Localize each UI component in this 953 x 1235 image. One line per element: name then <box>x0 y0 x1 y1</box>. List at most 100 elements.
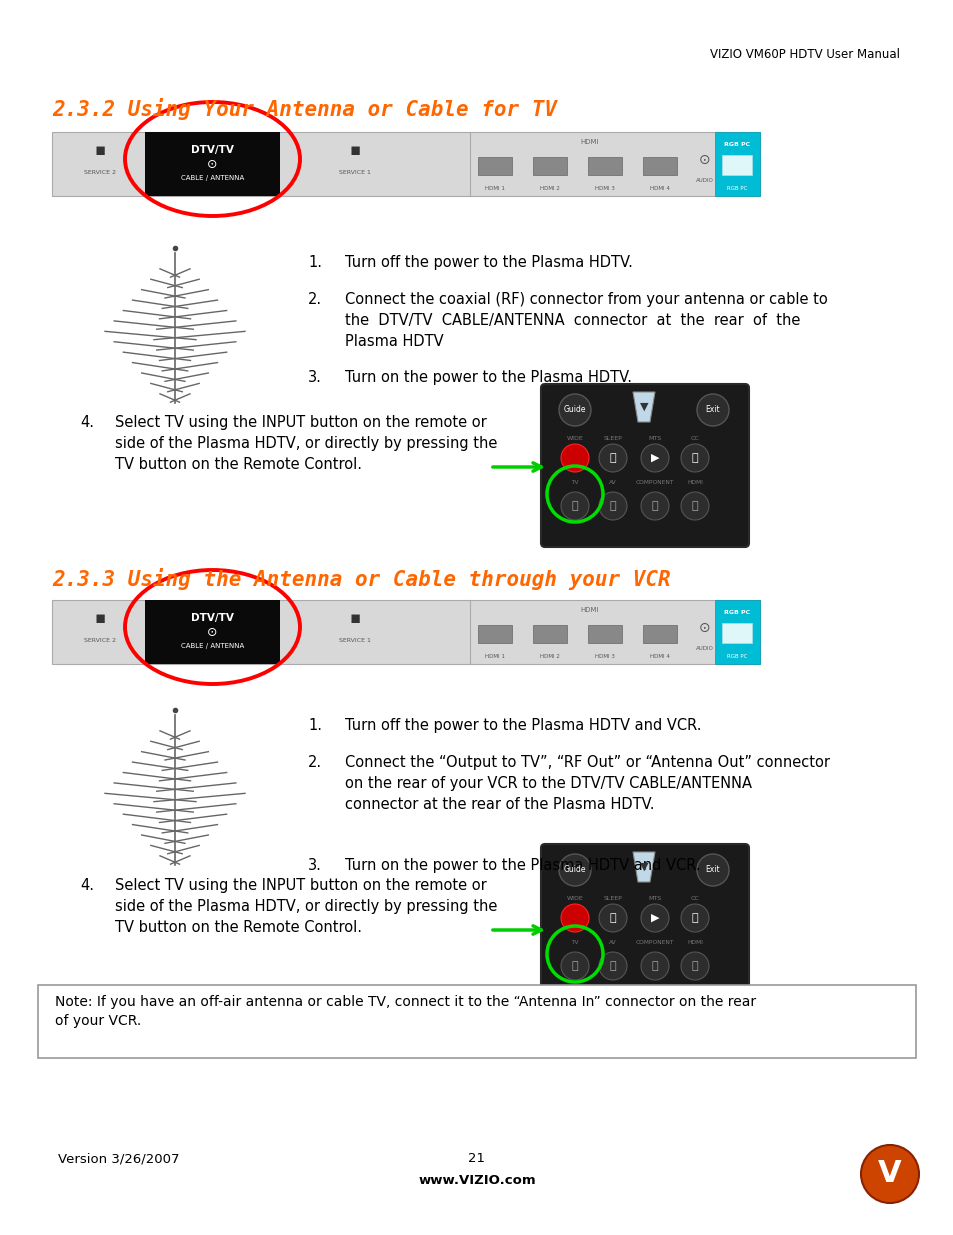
Text: Connect the “Output to TV”, “RF Out” or “Antenna Out” connector
on the rear of y: Connect the “Output to TV”, “RF Out” or … <box>345 755 829 811</box>
Text: Guide: Guide <box>563 405 586 415</box>
Text: RGB PC: RGB PC <box>723 610 749 615</box>
Text: ▶: ▶ <box>650 913 659 923</box>
Text: ⏸: ⏸ <box>609 913 616 923</box>
FancyBboxPatch shape <box>145 132 280 196</box>
Text: Turn on the power to the Plasma HDTV.: Turn on the power to the Plasma HDTV. <box>345 370 631 385</box>
Text: ▼: ▼ <box>639 403 648 412</box>
FancyBboxPatch shape <box>533 157 566 175</box>
Text: ●: ● <box>569 452 579 464</box>
Text: Exit: Exit <box>705 866 720 874</box>
Circle shape <box>598 952 626 981</box>
Circle shape <box>680 952 708 981</box>
Text: ●: ● <box>569 911 579 925</box>
Text: MTS: MTS <box>648 436 660 441</box>
Text: AV: AV <box>609 480 617 485</box>
Text: ⏩: ⏩ <box>651 961 658 971</box>
Text: DTV/TV: DTV/TV <box>191 144 233 156</box>
Text: Select TV using the INPUT button on the remote or
side of the Plasma HDTV, or di: Select TV using the INPUT button on the … <box>115 878 497 935</box>
Text: HDMI: HDMI <box>686 941 702 946</box>
Text: ⊙: ⊙ <box>699 621 710 635</box>
Circle shape <box>680 445 708 472</box>
FancyBboxPatch shape <box>642 157 677 175</box>
Text: AV: AV <box>609 941 617 946</box>
Text: Select TV using the INPUT button on the remote or
side of the Plasma HDTV, or di: Select TV using the INPUT button on the … <box>115 415 497 472</box>
FancyBboxPatch shape <box>714 132 760 196</box>
Text: HDMI: HDMI <box>580 606 598 613</box>
Text: WIDE: WIDE <box>566 895 583 900</box>
Text: ⏭: ⏭ <box>691 501 698 511</box>
Text: HDMI: HDMI <box>686 480 702 485</box>
FancyBboxPatch shape <box>38 986 915 1058</box>
Text: Turn off the power to the Plasma HDTV and VCR.: Turn off the power to the Plasma HDTV an… <box>345 718 700 734</box>
Text: HDMI 4: HDMI 4 <box>649 186 669 191</box>
Circle shape <box>560 952 588 981</box>
Text: CABLE / ANTENNA: CABLE / ANTENNA <box>181 175 244 182</box>
Text: 1.: 1. <box>308 718 322 734</box>
Text: ▪: ▪ <box>349 609 360 627</box>
Text: HDMI 3: HDMI 3 <box>595 186 615 191</box>
Text: ⏭: ⏭ <box>691 961 698 971</box>
Text: RGB PC: RGB PC <box>723 142 749 147</box>
Text: Guide: Guide <box>563 866 586 874</box>
Text: AUDIO: AUDIO <box>696 178 713 183</box>
Circle shape <box>560 904 588 932</box>
FancyBboxPatch shape <box>533 625 566 643</box>
Text: VIZIO VM60P HDTV User Manual: VIZIO VM60P HDTV User Manual <box>709 48 899 61</box>
FancyBboxPatch shape <box>540 384 748 547</box>
Text: TV: TV <box>571 480 578 485</box>
Text: DTV/TV: DTV/TV <box>191 613 233 622</box>
Circle shape <box>560 492 588 520</box>
Text: ⏮: ⏮ <box>571 501 578 511</box>
Text: Version 3/26/2007: Version 3/26/2007 <box>58 1152 179 1165</box>
Text: 3.: 3. <box>308 370 321 385</box>
FancyBboxPatch shape <box>477 625 512 643</box>
Circle shape <box>697 853 728 885</box>
Polygon shape <box>633 391 655 422</box>
Text: SERVICE 2: SERVICE 2 <box>84 169 116 174</box>
Text: ⏩: ⏩ <box>651 501 658 511</box>
Text: Exit: Exit <box>705 405 720 415</box>
Text: Turn on the power to the Plasma HDTV and VCR.: Turn on the power to the Plasma HDTV and… <box>345 858 700 873</box>
Text: ⏸: ⏸ <box>609 453 616 463</box>
Text: HDMI 2: HDMI 2 <box>539 655 559 659</box>
FancyBboxPatch shape <box>52 132 760 196</box>
Text: SLEEP: SLEEP <box>603 895 621 900</box>
Text: ⏪: ⏪ <box>609 501 616 511</box>
Text: ⊙: ⊙ <box>699 153 710 167</box>
FancyBboxPatch shape <box>587 625 621 643</box>
Text: COMPONENT: COMPONENT <box>635 480 674 485</box>
Text: ⏮: ⏮ <box>571 961 578 971</box>
Text: 3.: 3. <box>308 858 321 873</box>
Text: AUDIO: AUDIO <box>696 646 713 651</box>
Text: 21: 21 <box>468 1152 485 1165</box>
Text: HDMI 1: HDMI 1 <box>484 186 504 191</box>
Text: HDMI: HDMI <box>580 140 598 144</box>
Circle shape <box>558 394 590 426</box>
Text: SLEEP: SLEEP <box>603 436 621 441</box>
Text: RGB PC: RGB PC <box>726 655 746 659</box>
Text: CC: CC <box>690 895 699 900</box>
FancyBboxPatch shape <box>145 600 280 664</box>
Text: ⏪: ⏪ <box>609 961 616 971</box>
Text: RGB PC: RGB PC <box>726 186 746 191</box>
Text: 4.: 4. <box>80 878 94 893</box>
Circle shape <box>598 445 626 472</box>
Text: COMPONENT: COMPONENT <box>635 941 674 946</box>
Circle shape <box>680 492 708 520</box>
Circle shape <box>697 394 728 426</box>
Text: ▼: ▼ <box>639 862 648 872</box>
Polygon shape <box>633 852 655 882</box>
Text: 4.: 4. <box>80 415 94 430</box>
FancyBboxPatch shape <box>714 600 760 664</box>
FancyBboxPatch shape <box>642 625 677 643</box>
Text: SERVICE 1: SERVICE 1 <box>338 169 371 174</box>
Text: ⏹: ⏹ <box>691 913 698 923</box>
Circle shape <box>560 445 588 472</box>
Text: Connect the coaxial (RF) connector from your antenna or cable to
the  DTV/TV  CA: Connect the coaxial (RF) connector from … <box>345 291 827 350</box>
Text: SERVICE 1: SERVICE 1 <box>338 637 371 642</box>
Circle shape <box>680 904 708 932</box>
Text: 1.: 1. <box>308 254 322 270</box>
Text: TV: TV <box>571 941 578 946</box>
Text: ▶: ▶ <box>650 453 659 463</box>
FancyBboxPatch shape <box>721 622 751 643</box>
